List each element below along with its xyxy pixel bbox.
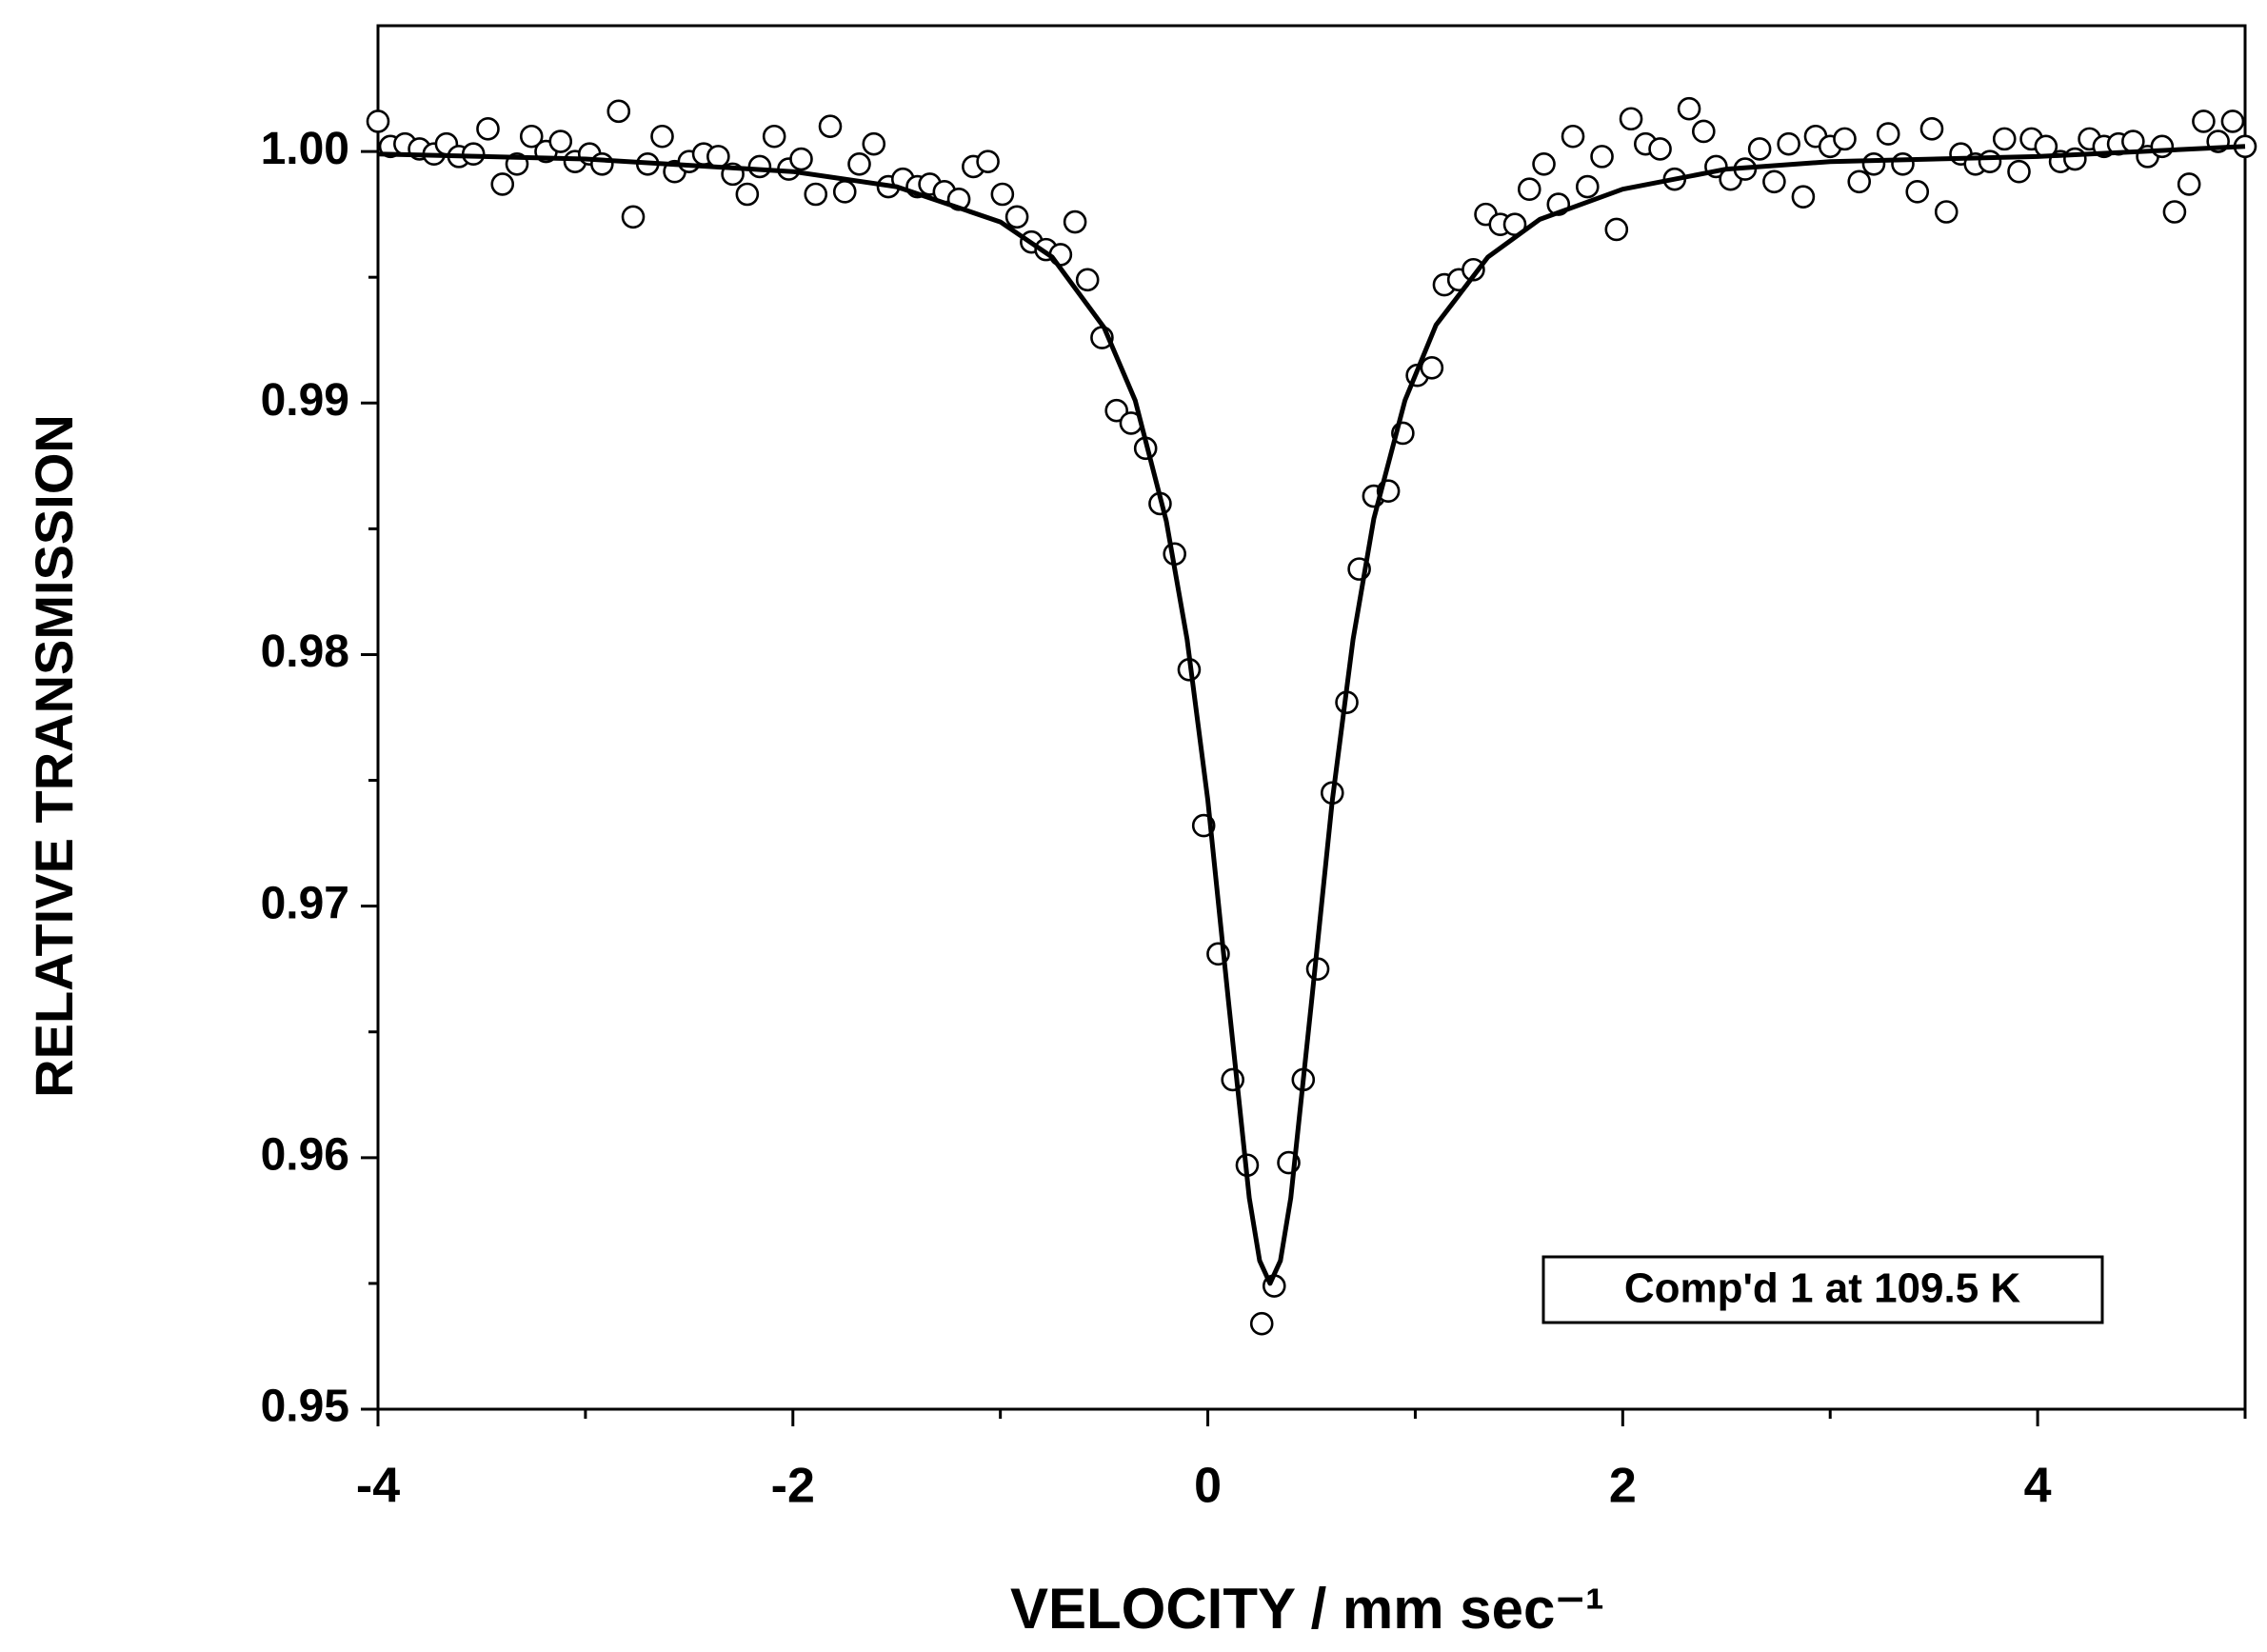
data-point (832, 180, 857, 204)
data-point (607, 99, 631, 124)
data-point (1791, 185, 1816, 209)
data-point (2192, 109, 2216, 133)
x-tick-label: -4 (356, 1459, 400, 1514)
data-point (1420, 355, 1444, 380)
x-tick-label: 4 (2024, 1459, 2052, 1514)
data-point (1561, 124, 1585, 149)
data-point (1876, 122, 1900, 146)
data-point (1934, 200, 1959, 224)
data-point (1104, 398, 1128, 423)
fit-line (377, 144, 2246, 1286)
data-point (2177, 172, 2201, 196)
y-axis-title: RELATIVE TRANSMISSION (24, 414, 84, 1098)
data-point (789, 147, 813, 171)
data-point (1847, 169, 1872, 194)
data-point (2162, 200, 2187, 224)
data-point (2150, 134, 2175, 159)
y-tick-label: 1.00 (261, 124, 349, 174)
data-point (1833, 127, 1857, 151)
data-point (1747, 137, 1772, 161)
data-point (1891, 152, 1915, 176)
data-point (650, 124, 674, 149)
data-point (862, 131, 886, 156)
data-point (818, 114, 843, 138)
data-point (804, 182, 828, 207)
data-point (2007, 159, 2031, 184)
y-tick-label: 0.96 (261, 1129, 349, 1180)
data-point (1861, 152, 1886, 176)
data-point (762, 124, 786, 149)
data-point (990, 182, 1015, 207)
data-point (1517, 177, 1541, 202)
data-point (476, 117, 500, 141)
data-point (1075, 268, 1100, 292)
y-tick-label: 0.99 (261, 375, 349, 426)
data-point (1992, 127, 2017, 151)
data-point (1978, 149, 2002, 173)
annotation-box (1541, 1255, 2104, 1324)
data-point (847, 152, 871, 176)
data-point (490, 172, 515, 196)
data-point (1619, 107, 1643, 131)
x-tick-label: -2 (771, 1459, 815, 1514)
data-point (1919, 117, 1944, 141)
data-point (1905, 180, 1930, 204)
data-point (1762, 169, 1786, 194)
y-tick-label: 0.95 (261, 1382, 349, 1432)
y-tick-label: 0.97 (261, 878, 349, 928)
data-point (2220, 109, 2245, 133)
data-point (706, 145, 730, 169)
data-point (519, 124, 544, 149)
data-point (366, 109, 390, 133)
data-point (735, 182, 760, 207)
data-point (1648, 137, 1672, 161)
data-point (1692, 119, 1716, 144)
plot-frame (376, 24, 2247, 1411)
data-point (1777, 131, 1800, 156)
y-tick-label: 0.98 (261, 627, 349, 677)
data-point (1604, 217, 1629, 242)
data-point (621, 205, 646, 229)
x-tick-label: 0 (1194, 1459, 1222, 1514)
data-point (1063, 209, 1087, 234)
data-point (1590, 145, 1614, 169)
data-point (1249, 1311, 1274, 1336)
data-point (1677, 96, 1701, 121)
data-point (1575, 174, 1600, 199)
x-axis-title: VELOCITY / mm sec⁻¹ (1010, 1577, 1604, 1641)
data-point (976, 149, 1000, 173)
data-point (590, 152, 614, 176)
data-point (1221, 1067, 1245, 1092)
data-point (747, 154, 772, 179)
data-point (1004, 205, 1029, 229)
data-point (548, 129, 573, 153)
data-point (1532, 152, 1556, 176)
annotation: Comp'd 1 at 109.5 K (1624, 1265, 2021, 1312)
x-tick-label: 2 (1609, 1459, 1637, 1514)
data-point (1462, 257, 1485, 282)
data-point (2063, 147, 2087, 171)
